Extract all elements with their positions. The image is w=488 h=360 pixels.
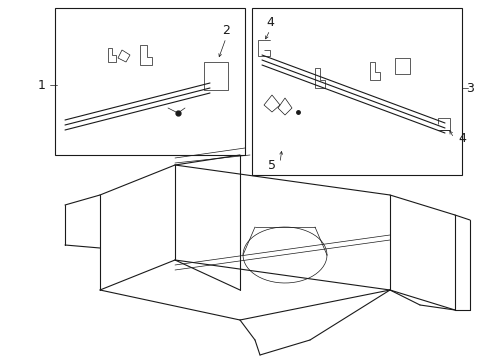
Text: 5: 5 xyxy=(267,158,275,171)
Text: 2: 2 xyxy=(222,23,229,36)
Bar xyxy=(55,8,244,155)
Text: 4: 4 xyxy=(457,131,465,144)
Text: 1: 1 xyxy=(38,78,46,91)
Bar xyxy=(251,8,461,175)
Text: 3: 3 xyxy=(465,81,473,95)
Text: 4: 4 xyxy=(265,15,273,28)
